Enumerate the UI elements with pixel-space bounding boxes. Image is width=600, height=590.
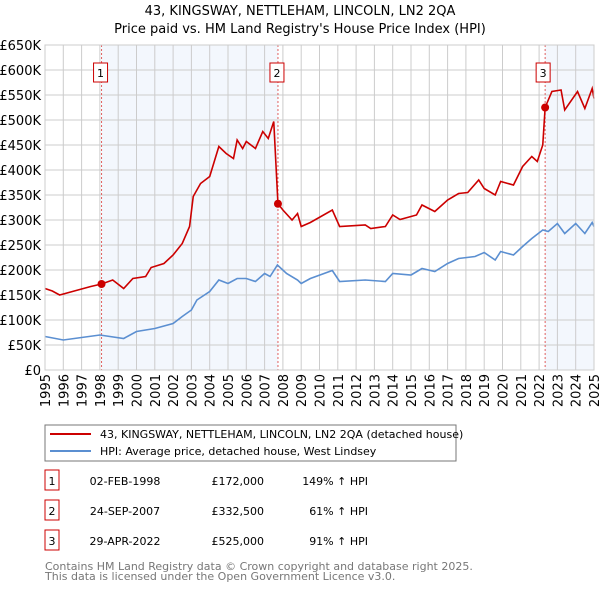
- x-tick-label: 2009: [295, 374, 310, 407]
- x-tick-label: 2002: [167, 374, 182, 407]
- chart-title: 43, KINGSWAY, NETTLEHAM, LINCOLN, LN2 2Q…: [145, 4, 456, 19]
- y-tick-label: £50K: [8, 339, 42, 354]
- x-tick-label: 2020: [497, 374, 512, 407]
- x-tick-label: 2008: [277, 374, 292, 407]
- y-tick-label: £400K: [0, 164, 41, 179]
- sale-number-box: [44, 499, 60, 521]
- sale-marker-label: 3: [540, 67, 547, 80]
- x-tick-label: 1995: [39, 374, 54, 407]
- chart-subtitle: Price paid vs. HM Land Registry's House …: [114, 22, 486, 37]
- property-price-line: [44, 85, 595, 296]
- y-tick-label: £350K: [0, 189, 41, 204]
- legend-label-property: 43, KINGSWAY, NETTLEHAM, LINCOLN, LN2 2Q…: [100, 428, 463, 441]
- x-tick-label: 2024: [570, 374, 585, 407]
- x-tick-label: 2007: [259, 374, 274, 407]
- y-tick-label: £600K: [0, 64, 41, 79]
- sale-price: £525,000: [212, 535, 265, 548]
- sale-hpi-change: 149% ↑ HPI: [302, 475, 368, 488]
- x-tick-label: 2005: [222, 374, 237, 407]
- sale-point: [541, 103, 550, 112]
- y-tick-label: £200K: [0, 264, 41, 279]
- sale-period-shade: [101, 45, 278, 370]
- x-tick-label: 2022: [533, 374, 548, 407]
- sale-hpi-change: 61% ↑ HPI: [309, 505, 368, 518]
- sale-date: 24-SEP-2007: [90, 505, 160, 518]
- hpi-line: [44, 220, 595, 341]
- sale-number: 2: [49, 505, 56, 518]
- sale-period-shade: [545, 45, 594, 370]
- sale-marker-box: [269, 62, 285, 83]
- x-tick-label: 2013: [368, 374, 383, 407]
- y-tick-label: £450K: [0, 139, 41, 154]
- sale-hpi-change: 91% ↑ HPI: [309, 535, 368, 548]
- x-tick-label: 2010: [314, 374, 329, 407]
- sale-date: 02-FEB-1998: [90, 475, 161, 488]
- sale-number: 1: [49, 475, 56, 488]
- x-tick-label: 1997: [76, 374, 91, 407]
- y-tick-label: £550K: [0, 89, 41, 104]
- sales-table: 1 02-FEB-1998 £172,000 149% ↑ HPI 2 24-SEP-20…: [44, 469, 368, 551]
- sale-marker-label: 1: [97, 67, 104, 80]
- x-tick-label: 2012: [350, 374, 365, 407]
- x-tick-label: 1996: [57, 374, 72, 407]
- sale-number: 3: [49, 535, 56, 548]
- sale-marker-box: [93, 62, 109, 83]
- x-tick-label: 1999: [112, 374, 127, 407]
- sale-date: 29-APR-2022: [89, 535, 160, 548]
- footer-line-2: This data is licensed under the Open Gov…: [44, 570, 395, 583]
- x-tick-label: 2017: [442, 374, 457, 407]
- y-tick-label: £300K: [0, 214, 41, 229]
- y-tick-label: £500K: [0, 114, 41, 129]
- x-tick-label: 2019: [478, 374, 493, 407]
- sale-price: £332,500: [212, 505, 265, 518]
- x-tick-label: 2011: [332, 374, 347, 407]
- sale-marker-label: 2: [273, 67, 280, 80]
- sale-point: [97, 280, 106, 288]
- y-tick-label: £650K: [0, 39, 41, 54]
- x-tick-label: 2006: [240, 374, 255, 407]
- x-tick-label: 2021: [515, 374, 530, 407]
- x-tick-label: 1998: [94, 374, 109, 407]
- x-tick-label: 2004: [204, 374, 219, 407]
- y-tick-label: £100K: [0, 314, 41, 329]
- sale-price: £172,000: [212, 475, 265, 488]
- plot-frame: [44, 44, 595, 371]
- x-tick-label: 2001: [149, 374, 164, 407]
- x-tick-label: 2018: [460, 374, 475, 407]
- x-tick-label: 2000: [131, 374, 146, 407]
- x-tick-label: 2023: [551, 374, 566, 407]
- legend-label-hpi: HPI: Average price, detached house, West…: [100, 445, 377, 458]
- x-tick-label: 2003: [185, 374, 200, 407]
- legend: 43, KINGSWAY, NETTLEHAM, LINCOLN, LN2 2Q…: [44, 424, 463, 462]
- y-tick-label: £0: [24, 364, 41, 379]
- sale-number-box: [44, 529, 60, 551]
- sale-number-box: [44, 469, 60, 491]
- sale-marker-box: [535, 62, 551, 83]
- x-tick-label: 2016: [423, 374, 438, 407]
- y-tick-label: £250K: [0, 239, 41, 254]
- x-tick-label: 2014: [387, 374, 402, 407]
- y-tick-label: £150K: [0, 289, 41, 304]
- footer-line-1: Contains HM Land Registry data © Crown c…: [45, 560, 473, 573]
- x-tick-label: 2015: [405, 374, 420, 407]
- x-tick-label: 2025: [588, 374, 600, 407]
- sale-point: [273, 199, 282, 208]
